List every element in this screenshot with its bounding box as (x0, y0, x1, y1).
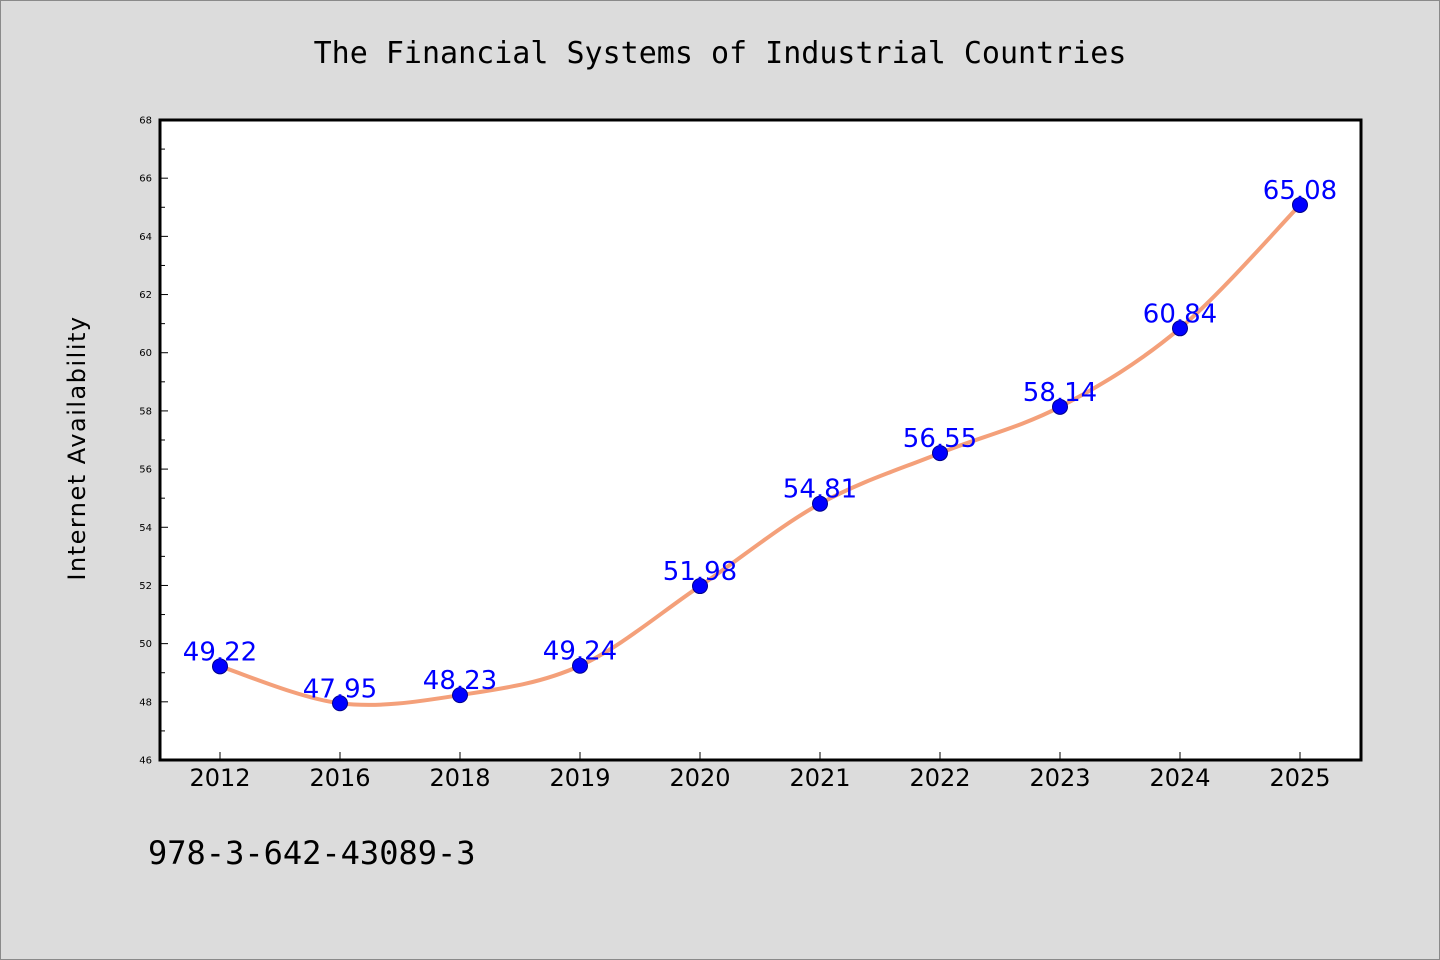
data-label: 60.84 (1143, 299, 1217, 329)
x-tick-label: 2019 (549, 764, 610, 792)
data-label: 56.55 (903, 424, 977, 454)
y-tick-label: 62 (139, 290, 152, 301)
data-label: 65.08 (1263, 176, 1337, 206)
y-tick-label: 54 (139, 523, 152, 534)
data-label: 49.22 (183, 637, 257, 667)
x-tick-label: 2020 (669, 764, 730, 792)
data-point-marker (572, 657, 588, 674)
data-label: 54.81 (783, 475, 857, 505)
y-tick-label: 46 (139, 756, 152, 767)
x-tick-label: 2018 (429, 764, 490, 792)
data-label: 51.98 (663, 557, 737, 587)
y-tick-label: 64 (139, 232, 152, 243)
data-point-marker (1052, 398, 1068, 415)
series-line-group (212, 196, 1308, 712)
data-point-marker (1172, 320, 1188, 337)
y-tick-label: 52 (139, 581, 152, 592)
data-point-marker (1292, 196, 1308, 213)
isbn-text: 978-3-642-43089-3 (148, 834, 476, 872)
data-label: 47.95 (303, 674, 377, 704)
x-tick-label: 2012 (189, 764, 250, 792)
plot-area (158, 118, 1363, 762)
x-tick-label: 2023 (1029, 764, 1090, 792)
x-tick-label: 2025 (1269, 764, 1330, 792)
series-line (218, 202, 1302, 707)
data-label: 49.24 (543, 637, 617, 667)
y-axis-label: Internet Availability (63, 315, 91, 580)
data-label: 48.23 (423, 666, 497, 696)
x-tick-label: 2016 (309, 764, 370, 792)
y-tick-label: 66 (139, 174, 152, 185)
y-tick-label: 48 (139, 697, 152, 708)
chart-title: The Financial Systems of Industrial Coun… (314, 36, 1127, 71)
x-tick-label: 2022 (909, 764, 970, 792)
data-label: 58.14 (1023, 378, 1097, 408)
data-point-marker (452, 687, 468, 704)
y-tick-label: 50 (139, 639, 152, 650)
data-point-marker (812, 495, 828, 512)
data-labels: 49.22 47.95 48.23 49.24 51.98 54.81 56.55 58.14… (183, 176, 1337, 704)
data-point-marker (212, 658, 228, 675)
y-axis: 46 48 50 52 54 56 58 60 62 64 66 68 (139, 116, 168, 767)
data-point-marker (332, 695, 348, 712)
x-tick-label: 2021 (789, 764, 850, 792)
data-point-marker (692, 578, 708, 595)
y-tick-label: 60 (139, 348, 152, 359)
data-point-marker (932, 445, 948, 462)
y-tick-label: 58 (139, 406, 152, 417)
y-tick-label: 56 (139, 465, 152, 476)
x-axis: 2012 2016 2018 2019 2020 2021 2022 2023 2024 2025 (189, 752, 1331, 792)
y-tick-label: 68 (139, 116, 152, 127)
x-tick-label: 2024 (1149, 764, 1210, 792)
